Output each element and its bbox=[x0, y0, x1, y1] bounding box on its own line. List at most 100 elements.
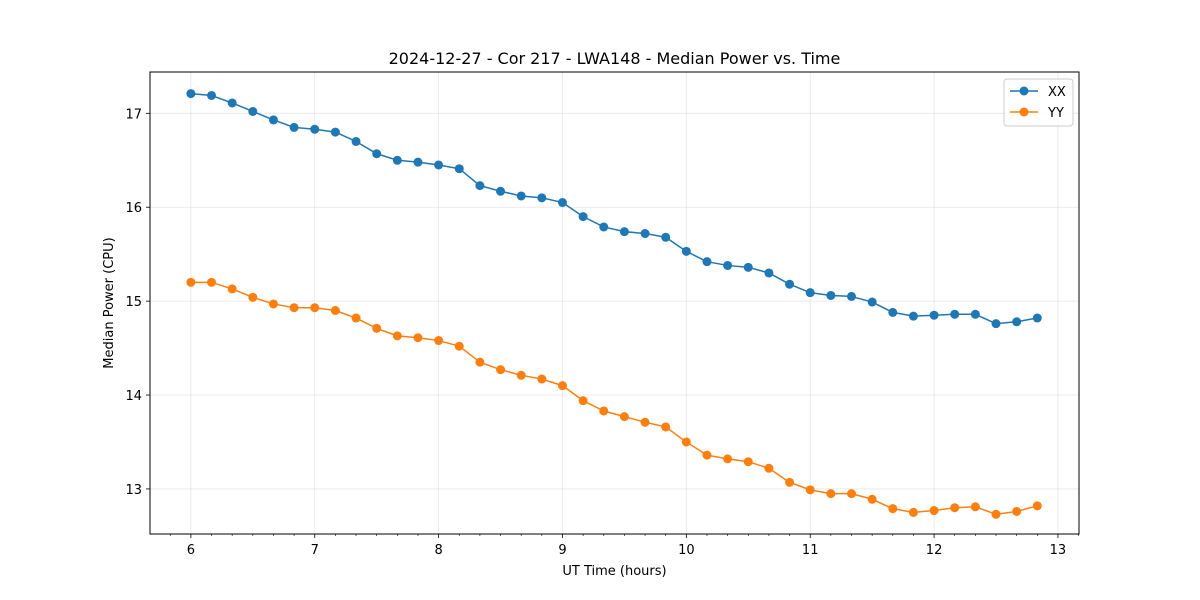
data-point-yy bbox=[537, 374, 547, 384]
data-point-xx bbox=[929, 310, 939, 320]
data-point-yy bbox=[227, 284, 237, 294]
data-point-xx bbox=[908, 311, 918, 321]
data-point-yy bbox=[372, 323, 382, 333]
data-point-yy bbox=[619, 412, 629, 422]
legend-entry-xx: XX bbox=[1010, 85, 1066, 100]
data-point-xx bbox=[330, 127, 340, 137]
data-point-yy bbox=[268, 299, 278, 309]
data-point-yy bbox=[475, 357, 485, 367]
legend-entry-yy: YY bbox=[1010, 106, 1064, 121]
data-point-yy bbox=[723, 454, 733, 464]
x-tick-label: 12 bbox=[926, 543, 943, 558]
data-point-yy bbox=[1012, 506, 1022, 516]
data-point-xx bbox=[867, 297, 877, 307]
data-point-yy bbox=[764, 463, 774, 473]
data-point-yy bbox=[516, 370, 526, 380]
data-point-xx bbox=[516, 191, 526, 201]
data-point-xx bbox=[434, 160, 444, 170]
x-tick-label: 10 bbox=[678, 543, 695, 558]
data-point-yy bbox=[351, 313, 361, 323]
x-tick-label: 13 bbox=[1050, 543, 1067, 558]
data-point-xx bbox=[207, 90, 217, 100]
data-point-yy bbox=[661, 422, 671, 432]
y-tick-label: 16 bbox=[125, 201, 142, 216]
data-point-yy bbox=[888, 504, 898, 514]
data-point-xx bbox=[826, 290, 836, 300]
data-point-xx bbox=[186, 89, 196, 99]
data-point-xx bbox=[599, 222, 609, 232]
plot-frame bbox=[149, 71, 1080, 535]
data-point-xx bbox=[310, 124, 320, 134]
data-point-yy bbox=[867, 494, 877, 504]
data-point-yy bbox=[640, 417, 650, 427]
data-point-xx bbox=[475, 181, 485, 191]
data-point-yy bbox=[434, 336, 444, 346]
data-point-xx bbox=[991, 319, 1001, 329]
data-point-yy bbox=[599, 406, 609, 416]
data-point-yy bbox=[454, 341, 464, 351]
y-tick-label: 14 bbox=[125, 389, 142, 404]
data-point-yy bbox=[392, 331, 402, 341]
y-axis-label: Median Power (CPU) bbox=[102, 237, 117, 368]
data-point-yy bbox=[186, 277, 196, 287]
data-point-xx bbox=[805, 288, 815, 298]
x-tick-label: 8 bbox=[434, 543, 442, 558]
chart-title: 2024-12-27 - Cor 217 - LWA148 - Median P… bbox=[389, 49, 841, 68]
legend-marker-yy bbox=[1019, 107, 1029, 117]
data-point-xx bbox=[1012, 317, 1022, 327]
data-point-yy bbox=[496, 365, 506, 375]
y-tick-label: 15 bbox=[125, 295, 142, 310]
data-point-yy bbox=[413, 333, 423, 343]
data-point-xx bbox=[681, 246, 691, 256]
data-point-yy bbox=[289, 303, 299, 313]
data-point-xx bbox=[372, 149, 382, 159]
data-point-yy bbox=[681, 437, 691, 447]
data-point-yy bbox=[578, 396, 588, 406]
data-point-xx bbox=[268, 115, 278, 125]
data-point-xx bbox=[1032, 313, 1042, 323]
data-point-xx bbox=[578, 212, 588, 222]
data-point-xx bbox=[537, 193, 547, 203]
data-point-yy bbox=[310, 303, 320, 313]
data-point-xx bbox=[764, 268, 774, 278]
x-tick-label: 11 bbox=[802, 543, 819, 558]
data-point-yy bbox=[743, 457, 753, 467]
data-point-yy bbox=[805, 485, 815, 495]
data-point-yy bbox=[207, 277, 217, 287]
data-point-xx bbox=[351, 136, 361, 146]
series-layer bbox=[186, 89, 1042, 519]
data-point-xx bbox=[392, 155, 402, 165]
data-point-xx bbox=[413, 157, 423, 167]
legend-marker-xx bbox=[1019, 86, 1029, 96]
data-point-xx bbox=[248, 106, 258, 116]
data-point-xx bbox=[846, 291, 856, 301]
x-axis-label: UT Time (hours) bbox=[562, 564, 666, 579]
data-point-xx bbox=[950, 309, 960, 319]
data-point-yy bbox=[826, 489, 836, 499]
data-point-yy bbox=[846, 489, 856, 499]
data-point-xx bbox=[557, 198, 567, 208]
data-point-yy bbox=[991, 509, 1001, 519]
data-point-xx bbox=[454, 164, 464, 174]
data-point-yy bbox=[950, 503, 960, 513]
data-point-yy bbox=[1032, 501, 1042, 511]
data-point-xx bbox=[743, 262, 753, 272]
data-point-xx bbox=[970, 309, 980, 319]
data-point-xx bbox=[661, 232, 671, 242]
data-point-xx bbox=[227, 98, 237, 108]
axes: 6 7 8 9 10 11 12 13 13 14 15 16 17 bbox=[125, 107, 1079, 558]
data-point-yy bbox=[970, 502, 980, 512]
x-tick-label: 9 bbox=[558, 543, 566, 558]
y-tick-label: 13 bbox=[125, 483, 142, 498]
data-point-xx bbox=[702, 257, 712, 267]
data-point-xx bbox=[888, 307, 898, 317]
y-tick-label: 17 bbox=[125, 107, 142, 122]
data-point-xx bbox=[619, 227, 629, 237]
data-point-yy bbox=[248, 292, 258, 302]
x-tick-label: 6 bbox=[187, 543, 195, 558]
x-tick-label: 7 bbox=[311, 543, 319, 558]
data-point-yy bbox=[702, 450, 712, 460]
data-point-yy bbox=[785, 477, 795, 487]
